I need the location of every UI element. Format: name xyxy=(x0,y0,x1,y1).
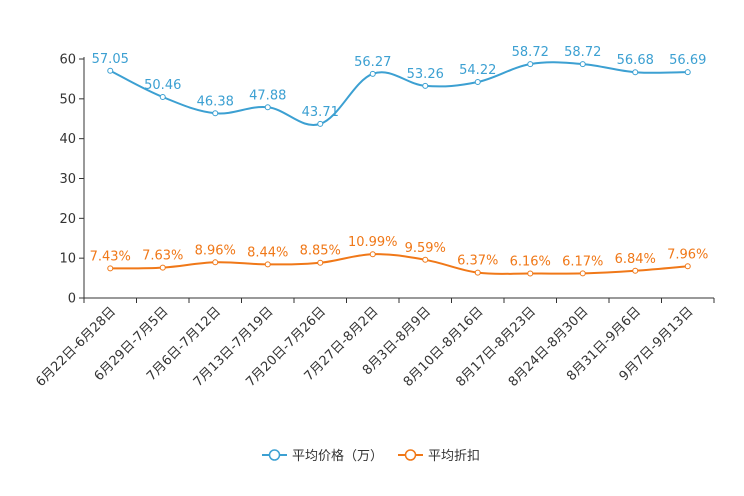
data-point xyxy=(159,94,166,101)
data-label: 6.16% xyxy=(510,254,551,269)
series-2: 7.43% 7.63% 8.96% 8.44% 8.85% 10.99% 9.59% 6.37… xyxy=(90,235,708,277)
data-label: 50.46 xyxy=(144,78,181,93)
data-label: 7.43% xyxy=(90,249,131,264)
data-point xyxy=(422,256,429,263)
data-point xyxy=(317,120,324,127)
data-label: 8.44% xyxy=(247,245,288,260)
data-point xyxy=(317,259,324,266)
data-point xyxy=(527,270,534,277)
data-label: 10.99% xyxy=(348,235,398,250)
y-tick-label: 0 xyxy=(68,292,76,307)
legend-label: 平均价格（万） xyxy=(292,448,383,464)
data-label: 58.72 xyxy=(512,45,549,60)
y-tick-label: 30 xyxy=(59,172,76,187)
data-point xyxy=(369,70,376,77)
data-point xyxy=(264,261,271,268)
data-label: 53.26 xyxy=(407,67,444,82)
y-tick-label: 40 xyxy=(59,132,76,147)
data-point xyxy=(107,265,114,272)
data-point xyxy=(474,79,481,86)
data-point xyxy=(264,104,271,111)
series-1: 57.05 50.46 46.38 47.88 43.71 56.27 53.26 54.22… xyxy=(92,45,706,127)
data-label: 6.84% xyxy=(615,252,656,267)
data-label: 8.96% xyxy=(195,243,236,258)
y-tick-label: 10 xyxy=(59,252,76,267)
data-point xyxy=(632,69,639,76)
series-line xyxy=(110,253,688,275)
data-label: 47.88 xyxy=(249,88,286,103)
data-label: 6.37% xyxy=(457,254,498,269)
data-label: 9.59% xyxy=(405,241,446,256)
data-label: 6.17% xyxy=(562,254,603,269)
legend-marker xyxy=(404,449,417,461)
data-label: 43.71 xyxy=(302,105,339,120)
data-label: 54.22 xyxy=(459,63,496,78)
data-point xyxy=(422,82,429,89)
data-label: 56.69 xyxy=(669,53,706,68)
series-layer: 57.05 50.46 46.38 47.88 43.71 56.27 53.26 54.22… xyxy=(90,45,708,277)
data-label: 57.05 xyxy=(92,52,129,67)
data-point xyxy=(684,263,691,270)
data-label: 8.85% xyxy=(300,244,341,259)
data-point xyxy=(212,110,219,117)
data-label: 7.96% xyxy=(667,247,708,262)
data-label: 58.72 xyxy=(564,45,601,60)
legend-marker xyxy=(268,449,281,461)
legend-item-2: 平均折扣 xyxy=(398,449,480,464)
y-tick-label: 50 xyxy=(59,92,76,107)
y-tick-label: 20 xyxy=(59,212,76,227)
data-point xyxy=(632,267,639,274)
legend-item-1: 平均价格（万） xyxy=(262,448,383,464)
data-point xyxy=(474,269,481,276)
y-axis: 0 10 20 30 40 50 60 xyxy=(59,53,85,307)
data-label: 7.63% xyxy=(142,249,183,264)
data-point xyxy=(369,251,376,258)
data-point xyxy=(527,61,534,68)
y-tick-label: 60 xyxy=(59,53,76,68)
data-point xyxy=(159,264,166,271)
data-point xyxy=(684,69,691,76)
data-point xyxy=(579,61,586,68)
data-label: 46.38 xyxy=(197,94,234,109)
data-point xyxy=(212,259,219,266)
data-point xyxy=(107,67,114,74)
data-point xyxy=(579,270,586,277)
legend-label: 平均折扣 xyxy=(428,449,480,464)
legend: 平均价格（万） 平均折扣 xyxy=(262,448,480,464)
x-axis: 6月22日-6月28日6月29日-7月5日7月6日-7月12日7月13日-7月1… xyxy=(33,297,715,390)
data-label: 56.27 xyxy=(354,55,391,70)
data-label: 56.68 xyxy=(617,53,654,68)
